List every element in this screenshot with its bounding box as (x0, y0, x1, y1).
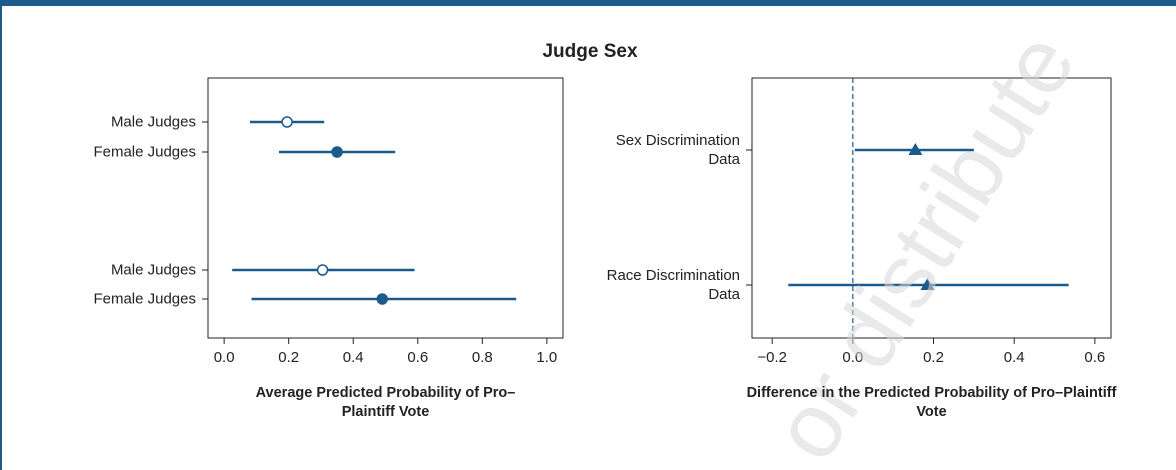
x-tick-label: −0.2 (757, 349, 787, 366)
x-tick-label: 0.2 (278, 349, 299, 366)
point (316, 264, 329, 276)
x-tick-label: 1.0 (536, 349, 557, 366)
point (331, 146, 343, 158)
left-border (0, 0, 2, 470)
x-tick-label: 0.6 (407, 349, 428, 366)
y-tick-label: Female Judges (93, 290, 196, 308)
y-tick-label: Female Judges (93, 143, 196, 161)
x-tick-label: 0.8 (472, 349, 493, 366)
x-axis-label: Average Predicted Probability of Pro–Pla… (255, 385, 516, 420)
y-tick-label: Race Discrimination Data (606, 267, 740, 303)
point (908, 143, 923, 155)
figure-title: Judge Sex (542, 41, 637, 62)
y-tick-label: Male Judges (110, 261, 196, 279)
point (281, 116, 293, 128)
x-tick-label: 0.4 (343, 349, 364, 366)
point (376, 293, 389, 305)
x-axis-label: Difference in the Predicted Probability … (746, 385, 1117, 420)
plot-frame (751, 77, 1112, 339)
x-tick-label: 0.6 (1084, 349, 1105, 366)
y-tick-label: Sex Discrimination Data (615, 132, 740, 168)
plot-frame (207, 77, 564, 339)
y-tick-label: Male Judges (110, 113, 196, 131)
x-tick-label: 0.0 (842, 349, 863, 366)
x-tick-label: 0.2 (923, 349, 944, 366)
top-border (0, 0, 1176, 6)
x-tick-label: 0.4 (1004, 349, 1025, 366)
x-tick-label: 0.0 (214, 349, 235, 366)
point (920, 278, 935, 290)
